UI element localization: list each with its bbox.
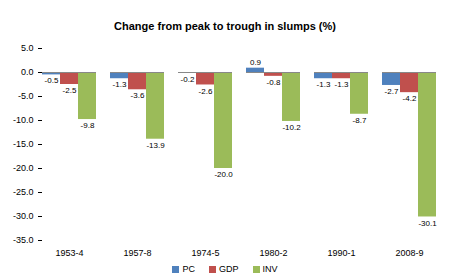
svg-text:-35.0: -35.0: [13, 235, 34, 245]
svg-text:-20.0: -20.0: [214, 170, 233, 179]
svg-text:-2.6: -2.6: [199, 87, 213, 96]
svg-text:1953-4: 1953-4: [55, 248, 83, 258]
html-text:Change from peak to trough in: Change from peak to trough in slumps (%): [114, 20, 336, 32]
svg-text:-15.0: -15.0: [13, 139, 34, 149]
svg-text:-13.9: -13.9: [146, 141, 165, 150]
svg-text:-0.8: -0.8: [267, 78, 281, 87]
svg-text:1990-1: 1990-1: [327, 248, 355, 258]
svg-text:-0.5: -0.5: [45, 76, 59, 85]
svg-text:1957-8: 1957-8: [123, 248, 151, 258]
svg-text:-20.0: -20.0: [13, 163, 34, 173]
svg-text:0.0: 0.0: [21, 67, 34, 77]
svg-text:-10.2: -10.2: [282, 123, 301, 132]
html-text:GDP: GDP: [219, 263, 239, 274]
svg-text:-1.3: -1.3: [317, 80, 331, 89]
svg-text:2008-9: 2008-9: [395, 248, 423, 258]
html-text:INV: INV: [262, 263, 278, 274]
svg-text:1980-2: 1980-2: [259, 248, 287, 258]
svg-text:0.9: 0.9: [250, 58, 262, 67]
svg-text:-9.8: -9.8: [81, 121, 95, 130]
svg-text:-30.0: -30.0: [13, 211, 34, 221]
html-text:PC: PC: [182, 263, 195, 274]
svg-text:-5.0: -5.0: [18, 91, 34, 101]
svg-text:-8.7: -8.7: [353, 116, 367, 125]
svg-text:-2.5: -2.5: [63, 86, 77, 95]
svg-text:-1.3: -1.3: [113, 80, 127, 89]
svg-text:-0.2: -0.2: [181, 75, 195, 84]
svg-text:-10.0: -10.0: [13, 115, 34, 125]
svg-text:-3.6: -3.6: [131, 91, 145, 100]
svg-text:-30.1: -30.1: [418, 219, 437, 228]
svg-text:5.0: 5.0: [21, 43, 34, 53]
svg-text:1974-5: 1974-5: [191, 248, 219, 258]
svg-text:-2.7: -2.7: [385, 87, 399, 96]
svg-text:-1.3: -1.3: [335, 80, 349, 89]
svg-text:-25.0: -25.0: [13, 187, 34, 197]
svg-text:-4.2: -4.2: [403, 94, 417, 103]
